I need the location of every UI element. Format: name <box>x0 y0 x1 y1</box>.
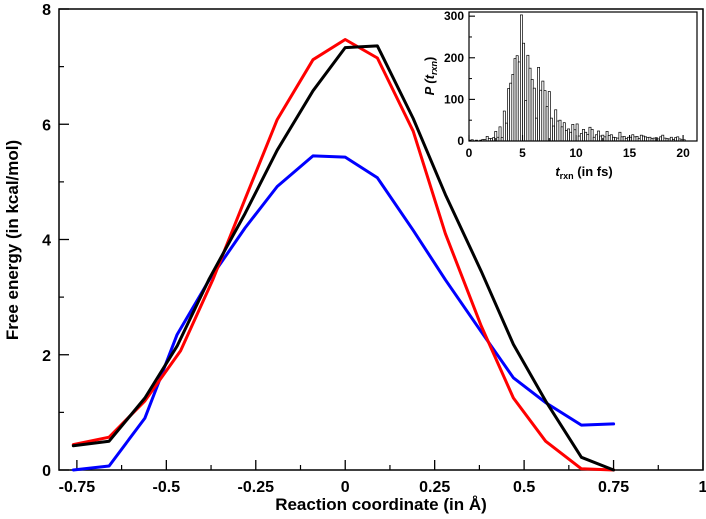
inset-x-tick-label: 5 <box>519 146 526 160</box>
inset-y-axis-title: P (trxn) <box>422 57 439 96</box>
inset-x-tick-label: 10 <box>569 146 583 160</box>
main-x-tick-labels: -0.75 -0.5 -0.25 0 0.25 0.5 0.75 1 <box>59 479 706 496</box>
y-axis-title: Free energy (in kcal/mol) <box>3 140 22 340</box>
inset-y-axis-var: P (t <box>422 74 437 95</box>
inset-background <box>468 12 698 142</box>
inset-y-tick-label: 100 <box>444 92 464 106</box>
inset-x-axis-title: trxn (in fs) <box>555 164 612 181</box>
x-tick-label: 0 <box>341 479 350 496</box>
inset-y-axis-close: ) <box>422 57 437 61</box>
x-tick-label: 0.25 <box>419 479 450 496</box>
inset-y-tick-label: 0 <box>457 134 464 148</box>
x-tick-label: -0.25 <box>238 479 275 496</box>
x-axis-title: Reaction coordinate (in Å) <box>275 495 487 514</box>
x-tick-label: 0.5 <box>513 479 535 496</box>
y-tick-label: 8 <box>42 2 51 19</box>
inset-x-axis-subscript: rxn <box>560 171 574 181</box>
inset-y-tick-label: 200 <box>444 51 464 65</box>
y-tick-label: 4 <box>42 233 51 250</box>
y-tick-label: 6 <box>42 117 51 134</box>
y-tick-label: 0 <box>42 463 51 480</box>
x-tick-label: 1 <box>699 479 706 496</box>
inset-x-tick-label: 20 <box>676 146 690 160</box>
inset-y-tick-labels: 0 100 200 300 <box>444 9 464 148</box>
inset-y-tick-label: 300 <box>444 9 464 23</box>
inset-y-axis-subscript: rxn <box>429 60 439 75</box>
x-tick-label: -0.5 <box>153 479 181 496</box>
inset-x-tick-label: 0 <box>466 146 473 160</box>
y-tick-label: 2 <box>42 348 51 365</box>
x-tick-label: -0.75 <box>59 479 96 496</box>
free-energy-chart: -0.75 -0.5 -0.25 0 0.25 0.5 0.75 1 0 2 4 6 8 Reacti… <box>0 0 706 519</box>
inset-x-axis-units: (in fs) <box>574 164 613 179</box>
main-y-tick-labels: 0 2 4 6 8 <box>42 2 51 480</box>
x-tick-label: 0.75 <box>598 479 629 496</box>
inset-x-tick-labels: 0 5 10 15 20 <box>466 146 690 160</box>
inset-x-tick-label: 15 <box>623 146 637 160</box>
